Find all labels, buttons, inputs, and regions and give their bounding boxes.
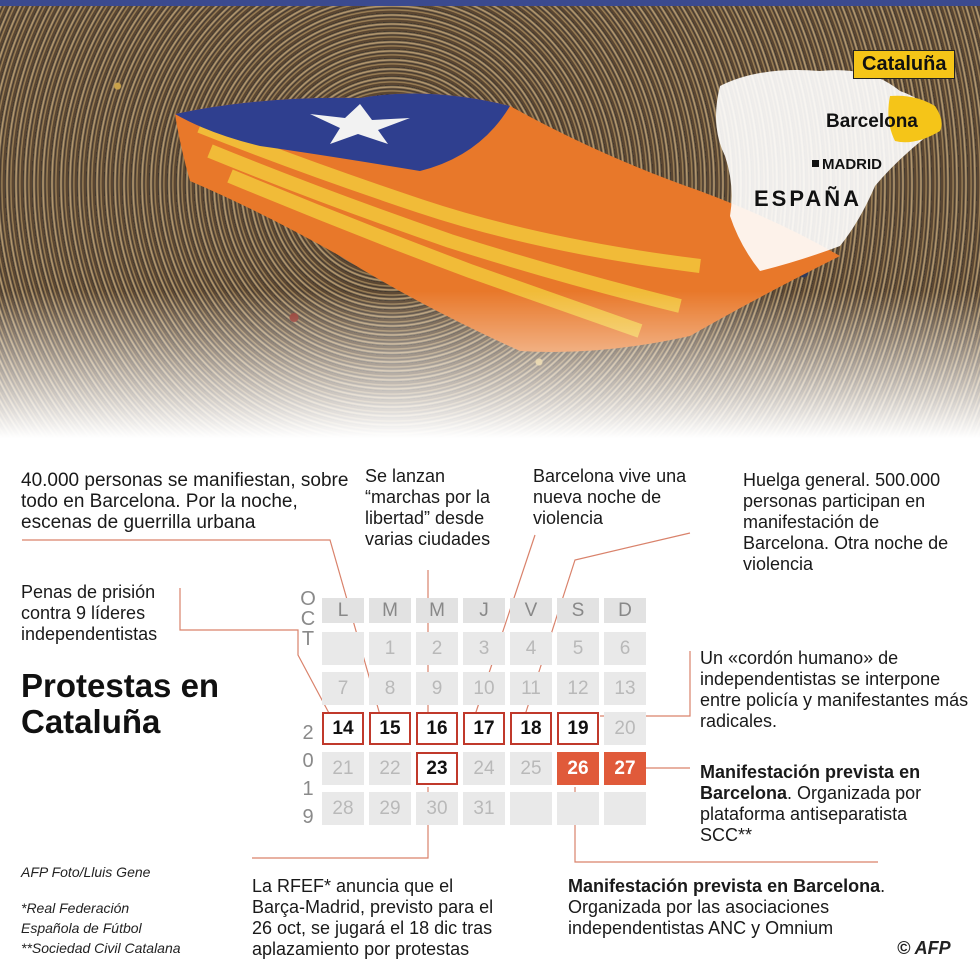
annotation-oct17: Barcelona vive una nueva noche de violen… bbox=[533, 466, 687, 528]
month-letter: T bbox=[301, 628, 315, 650]
year-letter: 1 bbox=[302, 778, 314, 800]
calendar-day: 20 bbox=[604, 712, 646, 745]
calendar-day: 10 bbox=[463, 672, 505, 705]
photo-credit: AFP Foto/Lluis Gene bbox=[21, 864, 151, 880]
footnote-3: **Sociedad Civil Catalana bbox=[21, 940, 181, 956]
spain-map bbox=[716, 70, 942, 271]
map-country-label: ESPAÑA bbox=[754, 186, 863, 211]
annotation-oct27-text: . Organizada por plataforma antiseparati… bbox=[700, 783, 922, 845]
weekday-header: V bbox=[510, 598, 552, 623]
annotation-oct26: Manifestación prevista en Barcelona. Org… bbox=[568, 876, 898, 939]
month-letter: C bbox=[300, 608, 316, 630]
weekday-header: D bbox=[604, 598, 646, 623]
calendar-day bbox=[510, 792, 552, 825]
calendar-day: 13 bbox=[604, 672, 646, 705]
calendar-day: 12 bbox=[557, 672, 599, 705]
weekday-header: M bbox=[416, 598, 458, 623]
calendar-day: 5 bbox=[557, 632, 599, 665]
calendar-day: 22 bbox=[369, 752, 411, 785]
annotation-oct16: Se lanzan “marchas por la libertad” desd… bbox=[365, 466, 491, 549]
map-city-label: Barcelona bbox=[826, 111, 918, 132]
calendar-day: 27 bbox=[604, 752, 646, 785]
footnote-2: Española de Fútbol bbox=[21, 920, 142, 936]
annotation-oct26-bold: Manifestación prevista en Barcelona bbox=[568, 876, 881, 896]
annotation-oct14: Penas de prisión contra 9 líderes indepe… bbox=[21, 582, 158, 644]
calendar-day bbox=[604, 792, 646, 825]
capital-marker-icon bbox=[812, 160, 819, 167]
calendar-day: 29 bbox=[369, 792, 411, 825]
footnote-1: *Real Federación bbox=[21, 900, 130, 916]
calendar-day: 17 bbox=[463, 712, 505, 745]
calendar-day: 25 bbox=[510, 752, 552, 785]
protest-photo: Cataluña Barcelona MADRID ESPAÑA bbox=[0, 6, 980, 451]
calendar-day: 1 bbox=[369, 632, 411, 665]
calendar-day: 18 bbox=[510, 712, 552, 745]
year-letter: 9 bbox=[302, 806, 314, 828]
calendar-day: 11 bbox=[510, 672, 552, 705]
calendar-day: 16 bbox=[416, 712, 458, 745]
agency-logo: © AFP bbox=[897, 938, 951, 958]
calendar-day: 19 bbox=[557, 712, 599, 745]
annotation-oct15: 40.000 personas se manifiestan, sobre to… bbox=[21, 470, 349, 533]
calendar-day: 31 bbox=[463, 792, 505, 825]
annotation-oct19: Un «cordón humano» de independentistas s… bbox=[700, 648, 969, 731]
calendar-day: 23 bbox=[416, 752, 458, 785]
annotation-oct27: Manifestación prevista en Barcelona. Org… bbox=[700, 762, 960, 846]
map-region-tag: Cataluña bbox=[853, 50, 956, 79]
calendar-day: 26 bbox=[557, 752, 599, 785]
calendar-day: 2 bbox=[416, 632, 458, 665]
map-capital-label: MADRID bbox=[822, 156, 882, 173]
calendar-day: 3 bbox=[463, 632, 505, 665]
calendar-day: 4 bbox=[510, 632, 552, 665]
calendar-day: 21 bbox=[322, 752, 364, 785]
weekday-header: J bbox=[463, 598, 505, 623]
annotation-oct23: La RFEF* anuncia que el Barça-Madrid, pr… bbox=[252, 876, 494, 959]
top-bar bbox=[0, 0, 980, 6]
annotation-oct26-text: . Organizada por las asociaciones indepe… bbox=[568, 876, 886, 938]
calendar-day: 14 bbox=[322, 712, 364, 745]
calendar-day: 9 bbox=[416, 672, 458, 705]
calendar-day: 28 bbox=[322, 792, 364, 825]
calendar-day: 6 bbox=[604, 632, 646, 665]
annotation-oct18: Huelga general. 500.000 personas partici… bbox=[743, 470, 949, 574]
year-letter: 0 bbox=[302, 750, 314, 772]
month-letter: O bbox=[300, 588, 316, 610]
calendar-day: 24 bbox=[463, 752, 505, 785]
weekday-header: M bbox=[369, 598, 411, 623]
calendar-day bbox=[322, 632, 364, 665]
year-letter: 2 bbox=[302, 722, 314, 744]
calendar-day: 8 bbox=[369, 672, 411, 705]
calendar-day: 30 bbox=[416, 792, 458, 825]
page-title: Protestas en Cataluña bbox=[21, 667, 220, 740]
annotation-oct27-bold: Manifestación prevista en Barcelona bbox=[700, 762, 921, 803]
weekday-header: S bbox=[557, 598, 599, 623]
estelada-flag-illustration bbox=[175, 93, 840, 352]
calendar-day bbox=[557, 792, 599, 825]
calendar-day: 7 bbox=[322, 672, 364, 705]
calendar-day: 15 bbox=[369, 712, 411, 745]
weekday-header: L bbox=[322, 598, 364, 623]
